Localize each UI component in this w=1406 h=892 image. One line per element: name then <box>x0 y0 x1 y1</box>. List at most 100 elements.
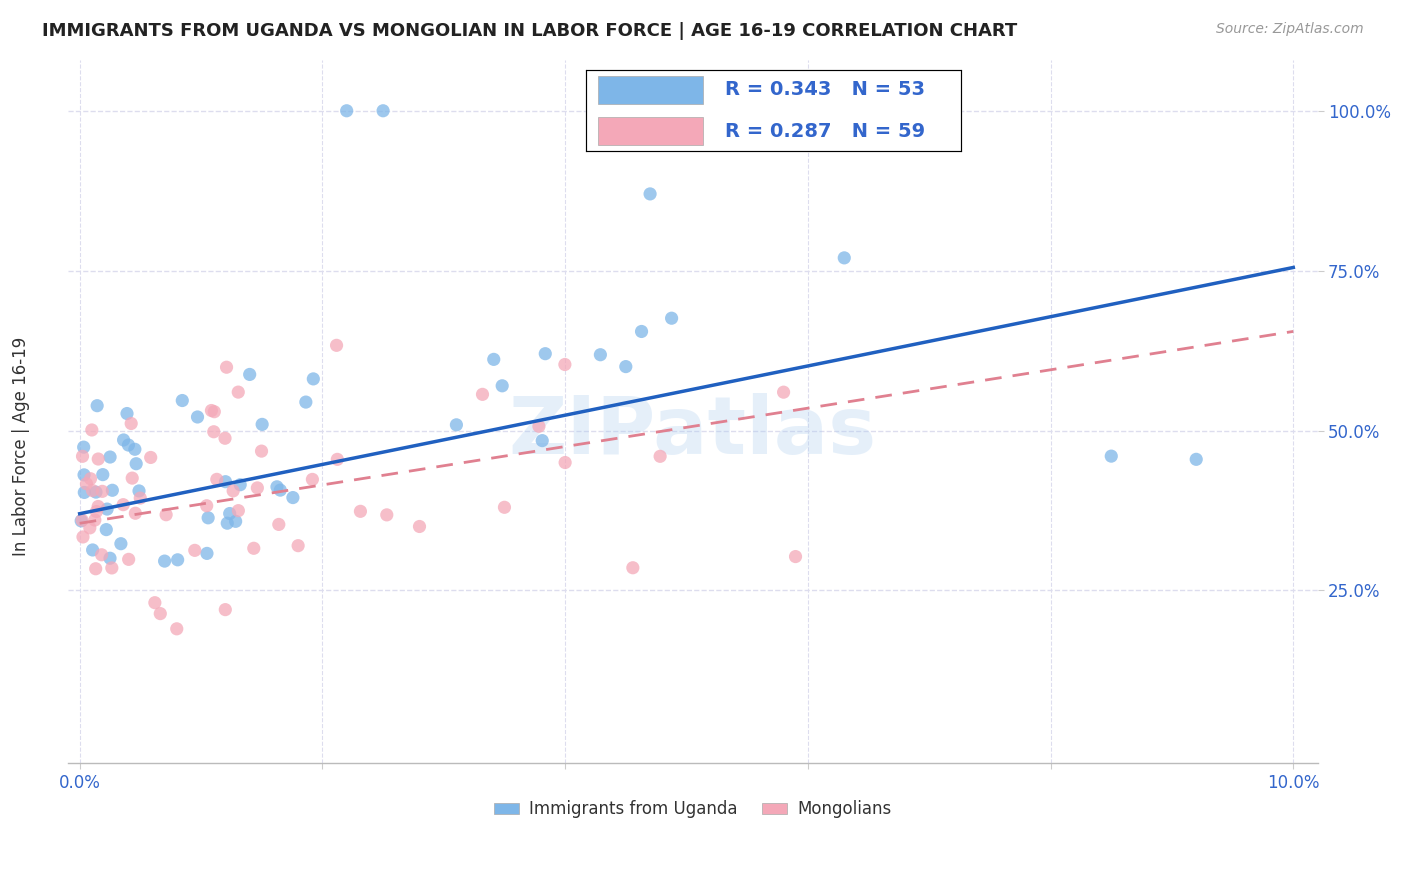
Point <box>143 596 166 610</box>
Point <box>197 511 219 525</box>
Point <box>250 417 273 432</box>
Point <box>125 457 148 471</box>
Point <box>217 516 239 531</box>
Legend: Immigrants from Uganda, Mongolians: Immigrants from Uganda, Mongolians <box>486 794 898 825</box>
Point <box>184 543 207 558</box>
Point <box>124 506 146 520</box>
Point <box>205 472 228 486</box>
Point <box>121 471 143 485</box>
Point <box>166 553 188 567</box>
Point <box>491 379 513 393</box>
Point <box>112 433 135 447</box>
Point <box>124 442 146 457</box>
Point <box>349 504 371 518</box>
Text: ZIPatlas: ZIPatlas <box>509 393 877 472</box>
Point <box>166 622 188 636</box>
Point <box>1185 452 1208 467</box>
Point <box>73 440 96 454</box>
Point <box>630 325 652 339</box>
Point <box>325 338 347 352</box>
Point <box>129 491 152 505</box>
Point <box>336 103 359 118</box>
Point <box>218 507 240 521</box>
Point <box>661 311 683 326</box>
Point <box>246 481 269 495</box>
Point <box>149 607 172 621</box>
Point <box>302 372 325 386</box>
Point <box>326 452 349 467</box>
Point <box>371 103 394 118</box>
Point <box>554 358 576 372</box>
Point <box>222 483 245 498</box>
Point <box>650 450 672 464</box>
Point <box>91 467 114 482</box>
Point <box>96 502 118 516</box>
Point <box>202 425 225 439</box>
Point <box>84 485 107 500</box>
Point <box>494 500 516 515</box>
Point <box>172 393 194 408</box>
Point <box>287 539 309 553</box>
Point <box>79 521 101 535</box>
Point <box>82 543 104 558</box>
Point <box>534 347 557 361</box>
Point <box>266 480 288 494</box>
Point <box>86 505 108 519</box>
Point <box>117 438 139 452</box>
Point <box>214 431 236 445</box>
Point <box>239 368 262 382</box>
Text: IMMIGRANTS FROM UGANDA VS MONGOLIAN IN LABOR FORCE | AGE 16-19 CORRELATION CHART: IMMIGRANTS FROM UGANDA VS MONGOLIAN IN L… <box>42 22 1018 40</box>
Point <box>186 409 208 424</box>
Point <box>785 549 807 564</box>
Text: In Labor Force | Age 16-19: In Labor Force | Age 16-19 <box>13 336 30 556</box>
Point <box>87 452 110 467</box>
Point <box>214 602 236 616</box>
Point <box>79 472 101 486</box>
Point <box>128 483 150 498</box>
Point <box>73 467 96 482</box>
Point <box>200 403 222 417</box>
Point <box>73 485 96 500</box>
Point <box>250 444 273 458</box>
Point <box>408 519 430 533</box>
Point <box>90 548 112 562</box>
Point <box>86 399 108 413</box>
Point <box>72 530 94 544</box>
Point <box>120 417 142 431</box>
Point <box>215 360 238 375</box>
Point <box>153 554 176 568</box>
Point <box>531 434 554 448</box>
Point <box>195 546 218 560</box>
Point <box>139 450 162 465</box>
Point <box>80 423 103 437</box>
Point <box>229 477 252 491</box>
Point <box>242 541 264 556</box>
Point <box>267 517 290 532</box>
Point <box>82 483 104 498</box>
Point <box>281 491 304 505</box>
Point <box>115 407 138 421</box>
Point <box>195 499 218 513</box>
Point <box>614 359 637 374</box>
Point <box>554 456 576 470</box>
Point <box>202 405 225 419</box>
Point <box>87 500 110 514</box>
Point <box>91 484 114 499</box>
Point <box>155 508 177 522</box>
Point <box>118 552 141 566</box>
Point <box>471 387 494 401</box>
Point <box>589 348 612 362</box>
Point <box>621 560 644 574</box>
Point <box>112 498 135 512</box>
Point <box>70 514 93 528</box>
Point <box>96 523 118 537</box>
Point <box>1099 449 1122 463</box>
Point <box>225 514 247 528</box>
Point <box>98 450 121 464</box>
Point <box>84 562 107 576</box>
Point <box>638 186 661 201</box>
Point <box>226 385 249 400</box>
Point <box>295 395 318 409</box>
Point <box>482 352 505 367</box>
Point <box>101 561 124 575</box>
